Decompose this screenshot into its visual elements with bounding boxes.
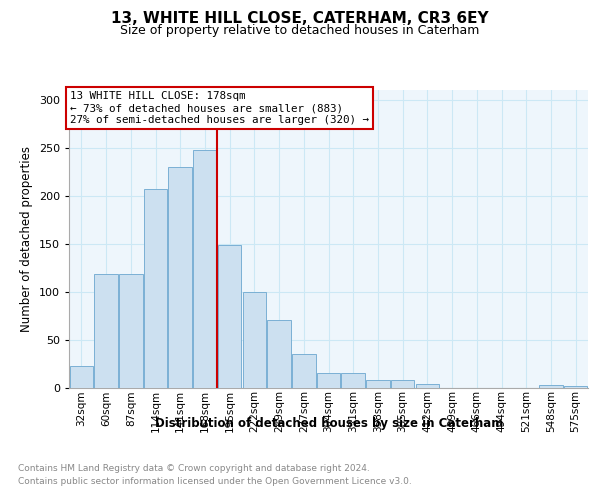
Bar — [144, 189, 167, 388]
Bar — [70, 366, 93, 388]
Bar — [193, 150, 217, 388]
Bar — [292, 354, 316, 388]
Y-axis label: Number of detached properties: Number of detached properties — [20, 146, 33, 332]
Bar — [169, 167, 192, 388]
Text: Distribution of detached houses by size in Caterham: Distribution of detached houses by size … — [155, 418, 503, 430]
Bar — [119, 274, 143, 388]
Bar — [564, 386, 587, 388]
Text: Contains HM Land Registry data © Crown copyright and database right 2024.: Contains HM Land Registry data © Crown c… — [18, 464, 370, 473]
Bar — [341, 373, 365, 388]
Bar — [539, 384, 563, 388]
Bar — [366, 380, 389, 388]
Text: 13 WHITE HILL CLOSE: 178sqm
← 73% of detached houses are smaller (883)
27% of se: 13 WHITE HILL CLOSE: 178sqm ← 73% of det… — [70, 92, 369, 124]
Text: 13, WHITE HILL CLOSE, CATERHAM, CR3 6EY: 13, WHITE HILL CLOSE, CATERHAM, CR3 6EY — [111, 11, 489, 26]
Bar — [317, 373, 340, 388]
Bar — [391, 380, 415, 388]
Bar — [94, 274, 118, 388]
Bar — [416, 384, 439, 388]
Text: Size of property relative to detached houses in Caterham: Size of property relative to detached ho… — [121, 24, 479, 37]
Bar — [242, 292, 266, 388]
Text: Contains public sector information licensed under the Open Government Licence v3: Contains public sector information licen… — [18, 477, 412, 486]
Bar — [218, 246, 241, 388]
Bar — [268, 320, 291, 388]
